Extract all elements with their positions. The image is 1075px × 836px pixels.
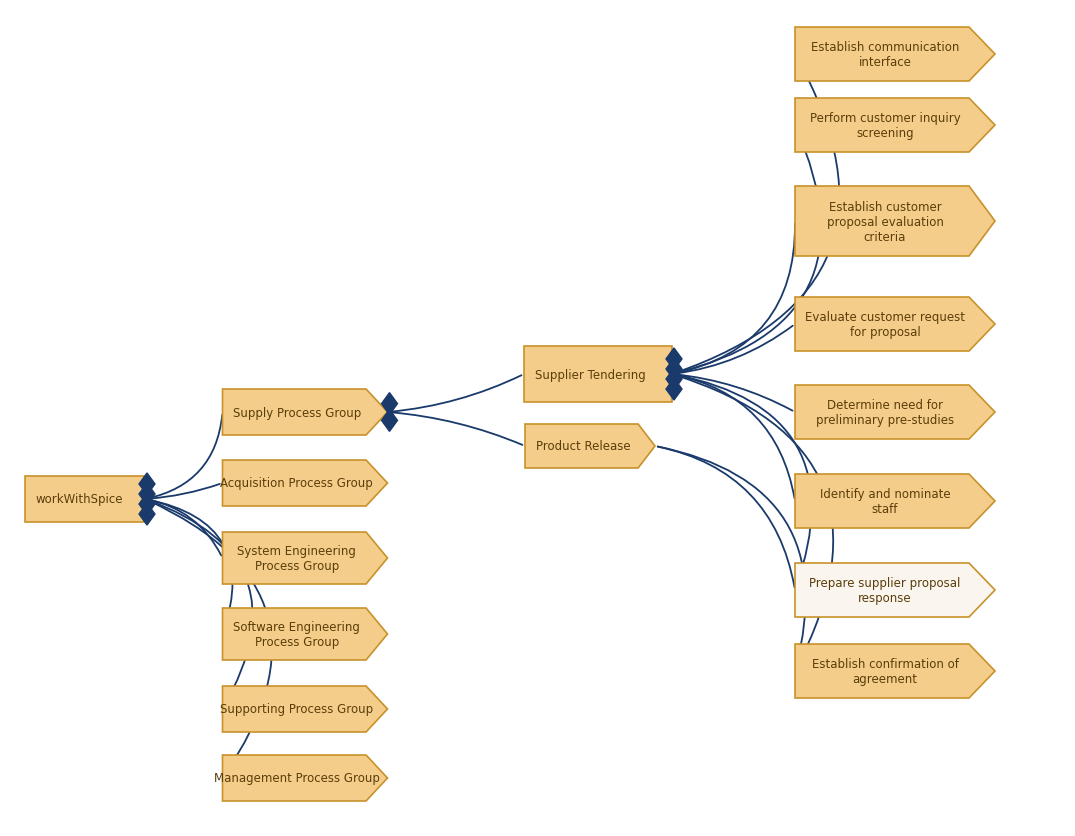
Text: Establish communication
interface: Establish communication interface <box>811 41 959 69</box>
Polygon shape <box>139 503 155 526</box>
Polygon shape <box>796 385 995 440</box>
Polygon shape <box>525 425 655 468</box>
Polygon shape <box>796 645 995 698</box>
Text: Perform customer inquiry
screening: Perform customer inquiry screening <box>809 112 960 140</box>
Polygon shape <box>223 390 387 436</box>
Text: Software Engineering
Process Group: Software Engineering Process Group <box>233 620 360 648</box>
Text: Determine need for
preliminary pre-studies: Determine need for preliminary pre-studi… <box>816 399 955 426</box>
Text: workWithSpice: workWithSpice <box>35 493 123 506</box>
Bar <box>25 477 145 522</box>
Polygon shape <box>223 609 387 660</box>
Text: System Engineering
Process Group: System Engineering Process Group <box>238 544 356 573</box>
Bar <box>524 347 672 402</box>
Text: Acquisition Process Group: Acquisition Process Group <box>220 477 373 490</box>
Polygon shape <box>796 186 995 257</box>
Polygon shape <box>666 349 682 370</box>
Text: Establish customer
proposal evaluation
criteria: Establish customer proposal evaluation c… <box>827 201 944 243</box>
Text: Identify and nominate
staff: Identify and nominate staff <box>820 487 950 515</box>
Polygon shape <box>139 493 155 516</box>
Polygon shape <box>139 483 155 506</box>
Polygon shape <box>382 410 398 432</box>
Polygon shape <box>666 359 682 380</box>
Text: Supporting Process Group: Supporting Process Group <box>220 703 373 716</box>
Polygon shape <box>223 686 387 732</box>
Polygon shape <box>139 473 155 496</box>
Polygon shape <box>223 461 387 507</box>
Polygon shape <box>796 99 995 153</box>
Text: Supply Process Group: Supply Process Group <box>232 406 361 419</box>
Polygon shape <box>796 563 995 617</box>
Text: Management Process Group: Management Process Group <box>214 772 379 784</box>
Polygon shape <box>382 393 398 415</box>
Polygon shape <box>223 755 387 801</box>
Polygon shape <box>796 298 995 352</box>
Polygon shape <box>666 369 682 390</box>
Text: Prepare supplier proposal
response: Prepare supplier proposal response <box>809 576 961 604</box>
Polygon shape <box>223 533 387 584</box>
Text: Establish confirmation of
agreement: Establish confirmation of agreement <box>812 657 959 686</box>
Text: Product Release: Product Release <box>536 440 631 453</box>
Polygon shape <box>666 379 682 400</box>
Text: Evaluate customer request
for proposal: Evaluate customer request for proposal <box>805 311 965 339</box>
Polygon shape <box>796 28 995 82</box>
Text: Supplier Tendering: Supplier Tendering <box>535 368 646 381</box>
Polygon shape <box>796 475 995 528</box>
